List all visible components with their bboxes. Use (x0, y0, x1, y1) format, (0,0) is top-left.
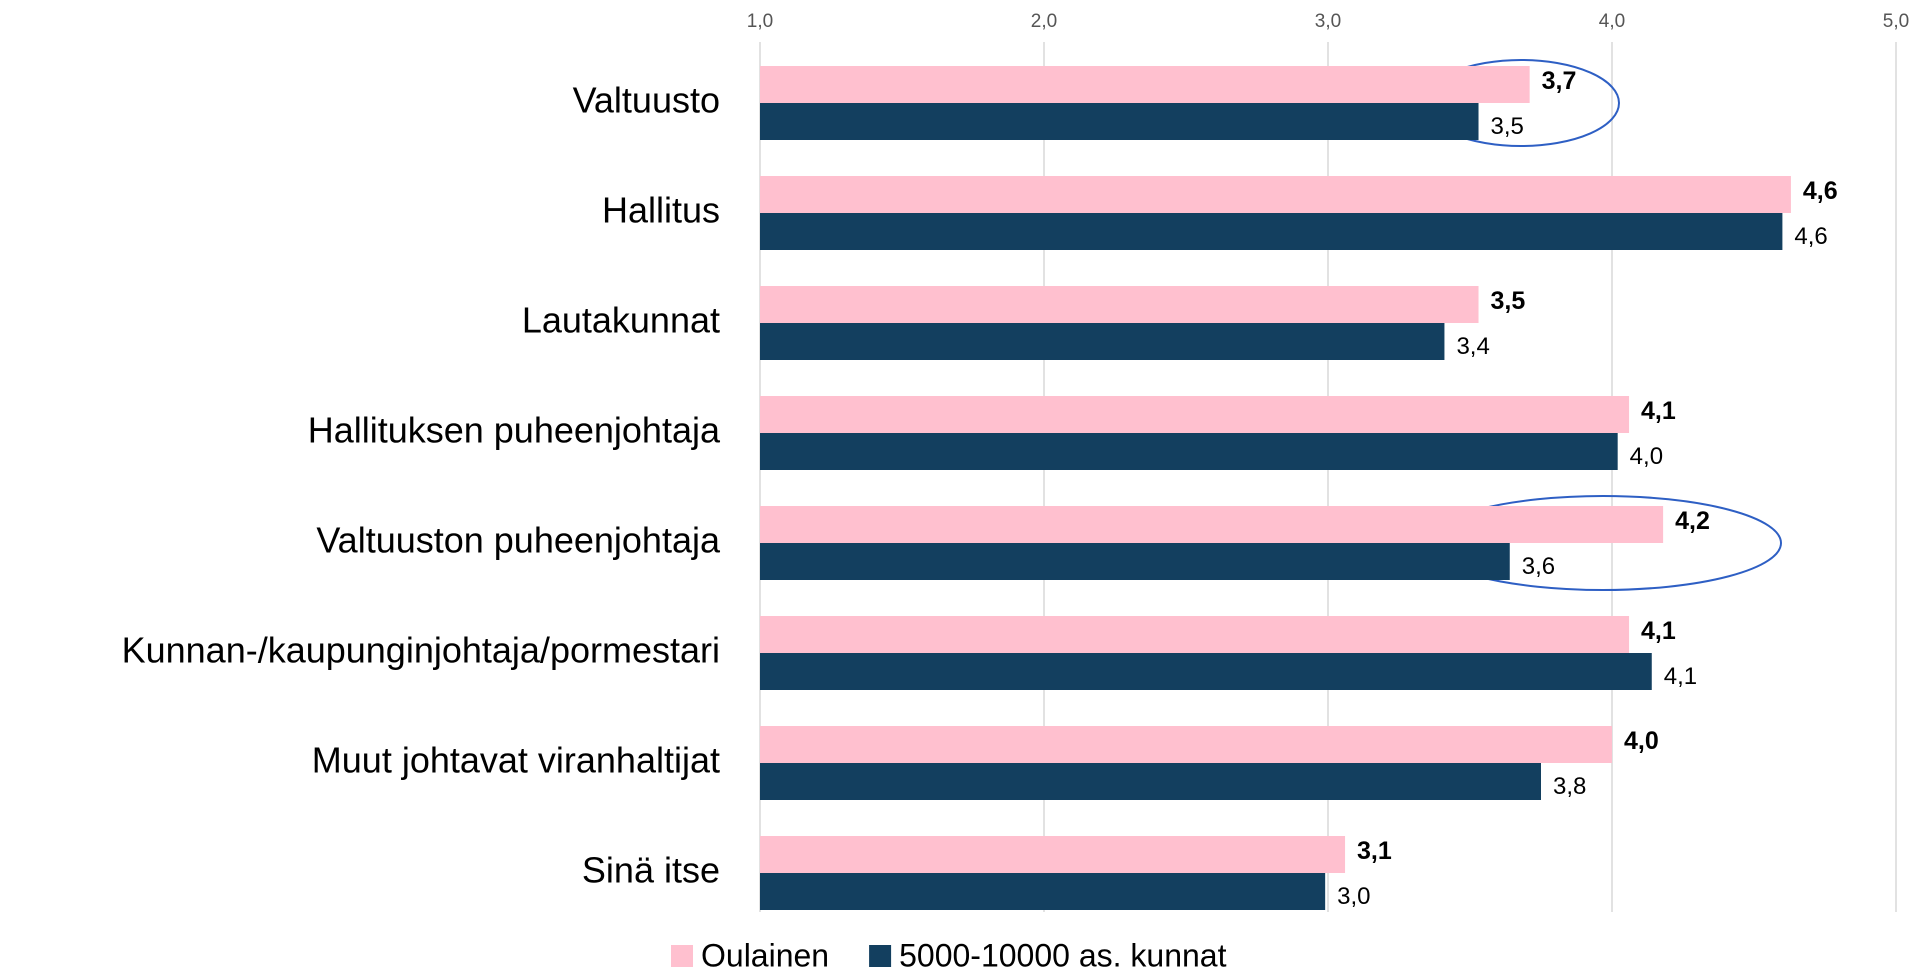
value-label: 4,0 (1624, 727, 1659, 755)
value-label: 3,0 (1337, 883, 1370, 910)
legend-label: Oulainen (701, 937, 829, 973)
bar (760, 763, 1541, 800)
legend-label: 5000-10000 as. kunnat (899, 937, 1226, 973)
category-label: Lautakunnat (522, 300, 720, 341)
bar (760, 323, 1445, 360)
bar (760, 726, 1612, 763)
category-label: Hallituksen puheenjohtaja (308, 410, 721, 451)
bar (760, 433, 1618, 470)
category-label: Muut johtavat viranhaltijat (312, 740, 720, 781)
category-label: Kunnan-/kaupunginjohtaja/pormestari (122, 630, 720, 671)
category-label: Sinä itse (582, 850, 720, 891)
bar (760, 836, 1346, 873)
x-tick-label: 5,0 (1883, 11, 1909, 32)
value-label: 4,1 (1664, 663, 1697, 690)
bar (760, 286, 1479, 323)
x-tick-label: 2,0 (1031, 11, 1057, 32)
value-label: 4,6 (1803, 177, 1838, 205)
category-label: Valtuusto (573, 80, 720, 121)
x-tick-label: 1,0 (747, 11, 773, 32)
bar (760, 103, 1479, 140)
bar (760, 213, 1783, 250)
value-label: 3,4 (1456, 333, 1489, 360)
value-label: 4,1 (1641, 397, 1676, 425)
value-label: 3,5 (1491, 287, 1526, 315)
category-label: Hallitus (602, 190, 720, 231)
bar (760, 396, 1630, 433)
value-label: 3,7 (1542, 67, 1577, 95)
bar (760, 66, 1530, 103)
value-label: 4,2 (1675, 507, 1710, 535)
value-label: 4,6 (1794, 223, 1827, 250)
bar (760, 543, 1510, 580)
category-label: Valtuuston puheenjohtaja (316, 520, 721, 561)
legend-swatch (869, 945, 892, 967)
value-label: 4,1 (1641, 617, 1676, 645)
bar (760, 506, 1664, 543)
value-label: 3,6 (1522, 553, 1555, 580)
x-tick-label: 4,0 (1599, 11, 1625, 32)
bar (760, 873, 1326, 910)
value-label: 4,0 (1630, 443, 1663, 470)
legend-swatch (671, 945, 693, 967)
value-label: 3,8 (1553, 773, 1586, 800)
value-label: 3,5 (1491, 113, 1524, 140)
value-label: 3,1 (1357, 837, 1392, 865)
bar (760, 616, 1630, 653)
bar (760, 176, 1791, 213)
x-tick-label: 3,0 (1315, 11, 1341, 32)
bar (760, 653, 1652, 690)
